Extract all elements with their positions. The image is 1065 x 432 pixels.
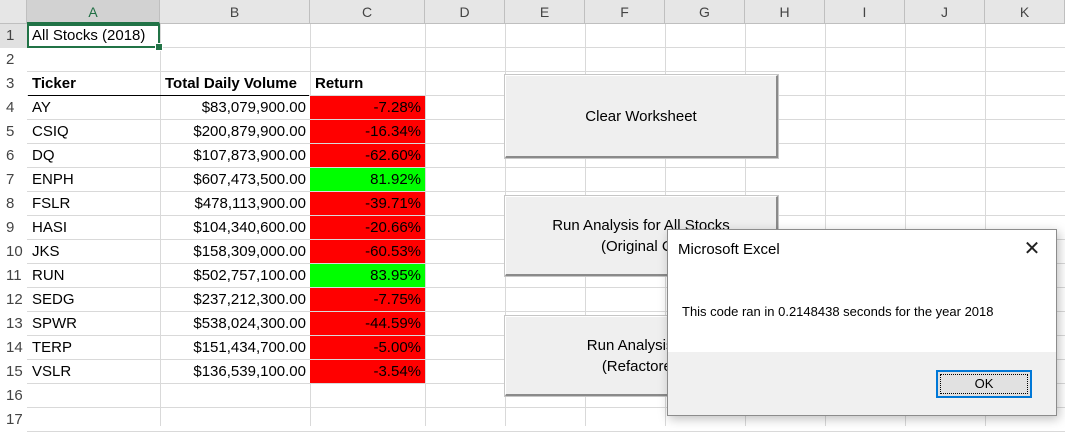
column-header-g[interactable]: G <box>665 0 745 24</box>
gridline-horizontal <box>27 167 1065 168</box>
gridline-vertical <box>985 24 986 426</box>
return-cell[interactable]: -7.75% <box>310 288 425 311</box>
column-header-a[interactable]: A <box>27 0 160 24</box>
dialog-footer: OK <box>668 352 1056 415</box>
row-header-1[interactable]: 1 <box>0 24 27 48</box>
row-header-14[interactable]: 14 <box>0 336 27 360</box>
row-header-5[interactable]: 5 <box>0 120 27 144</box>
row-header-17[interactable]: 17 <box>0 408 27 432</box>
row-header-16[interactable]: 16 <box>0 384 27 408</box>
return-cell[interactable]: -44.59% <box>310 312 425 335</box>
column-header-c[interactable]: C <box>310 0 425 24</box>
row-header-4[interactable]: 4 <box>0 96 27 120</box>
volume-cell[interactable]: $237,212,300.00 <box>193 291 306 308</box>
volume-cell[interactable]: $151,434,700.00 <box>193 339 306 356</box>
column-header-b[interactable]: B <box>160 0 310 24</box>
ticker-cell[interactable]: HASI <box>32 219 68 236</box>
dialog-message: This code ran in 0.2148438 seconds for t… <box>682 304 994 319</box>
volume-cell[interactable]: $158,309,000.00 <box>193 243 306 260</box>
ticker-cell[interactable]: FSLR <box>32 195 71 212</box>
ticker-cell[interactable]: CSIQ <box>32 123 69 140</box>
row-header-6[interactable]: 6 <box>0 144 27 168</box>
row-header-9[interactable]: 9 <box>0 216 27 240</box>
return-cell[interactable]: -60.53% <box>310 240 425 263</box>
gridline-vertical <box>905 24 906 426</box>
gridline-horizontal <box>27 71 1065 72</box>
row-header-7[interactable]: 7 <box>0 168 27 192</box>
volume-cell[interactable]: $83,079,900.00 <box>201 99 306 116</box>
message-box-dialog: Microsoft Excel ✕ This code ran in 0.214… <box>667 229 1057 416</box>
ticker-cell[interactable]: SEDG <box>32 291 75 308</box>
volume-header[interactable]: Total Daily Volume <box>165 75 297 92</box>
return-cell[interactable]: -16.34% <box>310 120 425 143</box>
return-cell[interactable]: -5.00% <box>310 336 425 359</box>
gridline-horizontal <box>27 287 1065 288</box>
row-header-15[interactable]: 15 <box>0 360 27 384</box>
ticker-cell[interactable]: SPWR <box>32 315 77 332</box>
gridline-horizontal <box>27 191 1065 192</box>
ticker-header[interactable]: Ticker <box>32 75 76 92</box>
gridline-vertical <box>425 24 426 426</box>
ticker-cell[interactable]: RUN <box>32 267 65 284</box>
header-underline <box>28 95 309 96</box>
ticker-cell[interactable]: AY <box>32 99 51 116</box>
column-header-f[interactable]: F <box>585 0 665 24</box>
return-cell[interactable]: -20.66% <box>310 216 425 239</box>
return-cell[interactable]: 81.92% <box>310 168 425 191</box>
close-icon[interactable]: ✕ <box>1023 238 1041 260</box>
fill-handle[interactable] <box>155 43 163 51</box>
row-header-13[interactable]: 13 <box>0 312 27 336</box>
volume-cell[interactable]: $538,024,300.00 <box>193 315 306 332</box>
row-header-12[interactable]: 12 <box>0 288 27 312</box>
gridline-horizontal <box>27 407 1065 408</box>
row-header-11[interactable]: 11 <box>0 264 27 288</box>
row-header-2[interactable]: 2 <box>0 48 27 72</box>
select-all-corner[interactable] <box>0 0 27 24</box>
dialog-title: Microsoft Excel <box>678 241 780 258</box>
title-cell[interactable]: All Stocks (2018) <box>32 27 146 44</box>
column-header-j[interactable]: J <box>905 0 985 24</box>
ticker-cell[interactable]: ENPH <box>32 171 74 188</box>
gridline-vertical <box>825 24 826 426</box>
volume-cell[interactable]: $104,340,600.00 <box>193 219 306 236</box>
ticker-cell[interactable]: JKS <box>32 243 60 260</box>
volume-cell[interactable]: $136,539,100.00 <box>193 363 306 380</box>
volume-cell[interactable]: $502,757,100.00 <box>193 267 306 284</box>
volume-cell[interactable]: $607,473,500.00 <box>193 171 306 188</box>
volume-cell[interactable]: $478,113,900.00 <box>194 195 307 212</box>
column-header-h[interactable]: H <box>745 0 825 24</box>
ok-button[interactable]: OK <box>936 370 1032 398</box>
return-header[interactable]: Return <box>315 75 364 92</box>
ticker-cell[interactable]: VSLR <box>32 363 72 380</box>
row-header-8[interactable]: 8 <box>0 192 27 216</box>
column-header-k[interactable]: K <box>985 0 1065 24</box>
volume-cell[interactable]: $107,873,900.00 <box>193 147 306 164</box>
return-cell[interactable]: -62.60% <box>310 144 425 167</box>
return-cell[interactable]: -7.28% <box>310 96 425 119</box>
column-header-e[interactable]: E <box>505 0 585 24</box>
column-header-d[interactable]: D <box>425 0 505 24</box>
column-header-i[interactable]: I <box>825 0 905 24</box>
active-cell-border <box>27 24 160 48</box>
ticker-cell[interactable]: TERP <box>32 339 73 356</box>
ticker-cell[interactable]: DQ <box>32 147 55 164</box>
volume-cell[interactable]: $200,879,900.00 <box>193 123 306 140</box>
return-cell[interactable]: 83.95% <box>310 264 425 287</box>
gridline-horizontal <box>27 311 1065 312</box>
return-cell[interactable]: -3.54% <box>310 360 425 383</box>
row-header-3[interactable]: 3 <box>0 72 27 96</box>
clear-worksheet-button[interactable]: Clear Worksheet <box>505 75 778 158</box>
gridline-vertical <box>160 24 161 426</box>
return-cell[interactable]: -39.71% <box>310 192 425 215</box>
row-header-10[interactable]: 10 <box>0 240 27 264</box>
gridline-horizontal <box>27 47 1065 48</box>
